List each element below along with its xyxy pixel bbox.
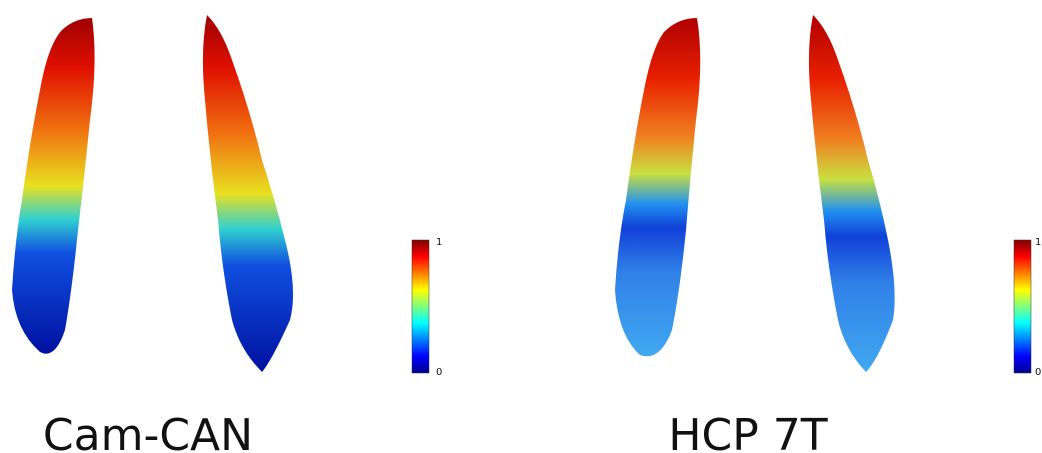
caption: Cam-CAN [43, 410, 253, 453]
colorbar-min: 0 [1035, 367, 1041, 378]
panel-cam-can: 1 0 Cam-CAN [12, 15, 442, 453]
surface-right [808, 15, 895, 372]
surface-left [12, 18, 95, 354]
colorbar [411, 239, 430, 374]
surface-right [202, 15, 294, 372]
panel-hcp-7t: 1 0 HCP 7T [615, 15, 1041, 453]
colorbar-max: 1 [436, 237, 442, 248]
surface-left [615, 18, 701, 357]
colorbar-min: 0 [436, 367, 442, 378]
colorbar [1013, 239, 1032, 374]
caption: HCP 7T [668, 410, 827, 453]
colorbar-max: 1 [1035, 237, 1041, 248]
